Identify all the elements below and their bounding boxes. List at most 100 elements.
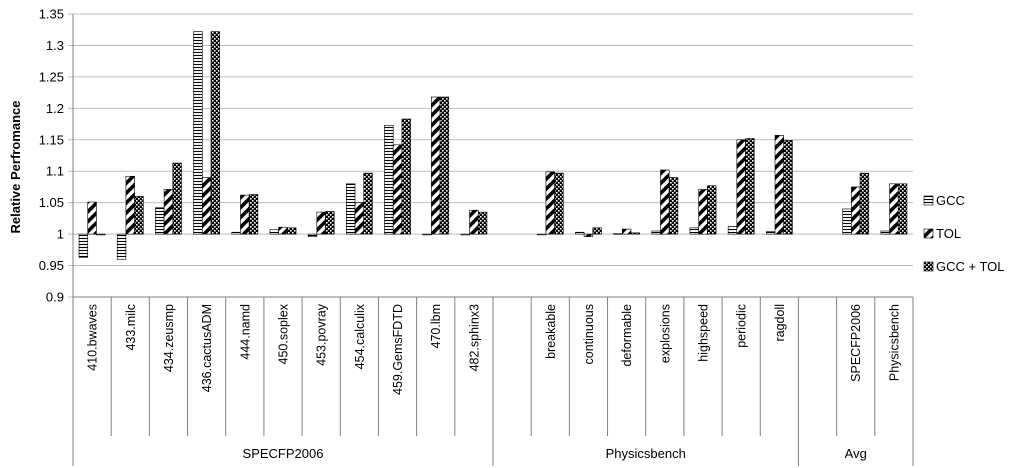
x-category-label: periodic (735, 304, 749, 348)
x-category-label: 433.milc (124, 304, 138, 351)
bar-dots (134, 196, 144, 235)
y-tick-label: 0.9 (46, 290, 64, 305)
bar-diagonal (125, 175, 135, 235)
bar-diagonal (316, 211, 326, 235)
bar-horizontal (536, 233, 547, 236)
legend-swatch (923, 228, 934, 239)
bar-horizontal (422, 233, 432, 236)
bar-horizontal (231, 231, 241, 235)
x-category-label: ragdoll (773, 304, 787, 342)
bar-horizontal (460, 233, 470, 236)
bar-diagonal (889, 183, 899, 235)
bar-dots (707, 185, 717, 235)
bar-horizontal (307, 233, 318, 237)
bar-dots (363, 172, 373, 235)
x-category-label: 436.cactusADM (200, 304, 214, 392)
bar-dots (859, 172, 870, 235)
bar-dots (248, 194, 259, 235)
bar-dots (210, 31, 220, 235)
y-axis-label: Relative Perfromance (8, 101, 23, 234)
bar-diagonal (163, 189, 174, 235)
y-tick-label: 1 (57, 227, 64, 242)
bar-dots (172, 162, 182, 235)
bar-diagonal (621, 228, 632, 235)
y-tick-label: 1.15 (39, 132, 64, 147)
x-category-label: 453.povray (315, 303, 329, 366)
bar-diagonal (774, 135, 785, 235)
x-category-label: 454.calculix (353, 303, 367, 369)
legend-label: TOL (936, 226, 961, 241)
bar-horizontal (193, 31, 203, 235)
x-category-label: explosions (658, 304, 672, 363)
y-tick-label: 0.95 (39, 258, 64, 273)
bar-diagonal (660, 169, 670, 235)
x-group-label: Avg (845, 446, 867, 461)
y-tick-label: 1.35 (39, 7, 64, 22)
legend-swatch (923, 195, 934, 206)
y-axis-ticks: 0.9 0.95 1 1.05 1.1 1.15 1.2 1.25 1.3 1.35 (39, 7, 64, 305)
bar-diagonal (354, 202, 365, 235)
bar-horizontal (155, 207, 165, 235)
legend-swatch (923, 261, 934, 272)
bar-dots (401, 118, 411, 235)
bar-diagonal (545, 171, 555, 235)
bar-diagonal (851, 186, 861, 235)
bar-dots (897, 183, 908, 235)
y-tick-label: 1.05 (39, 195, 64, 210)
bar-diagonal (392, 144, 403, 235)
bar-horizontal (880, 230, 890, 235)
bar-horizontal (384, 125, 394, 235)
x-category-label: SPECFP2006 (849, 304, 863, 382)
bar-horizontal (651, 230, 661, 235)
x-category-label: 470.lbm (429, 304, 443, 348)
bar-horizontal (78, 233, 89, 258)
x-category-label: 444.namd (238, 304, 252, 360)
y-tick-label: 1.1 (46, 164, 64, 179)
bar-dots (783, 140, 793, 235)
bar-diagonal (201, 177, 212, 235)
bar-diagonal (278, 226, 288, 235)
bar-dots (96, 233, 106, 236)
x-category-label: 482.sphinx3 (467, 304, 481, 371)
x-category-labels: 410.bwaves 433.milc 434.zeusmp 436.cactusAD… (86, 303, 902, 395)
bar-horizontal (116, 233, 127, 260)
x-category-label: highspeed (697, 304, 711, 362)
bar-dots (630, 232, 640, 235)
bar-horizontal (689, 227, 699, 235)
bar-diagonal (698, 189, 708, 235)
x-category-label: Physicsbench (887, 304, 901, 381)
x-category-label: 434.zeusmp (162, 304, 176, 372)
x-group-label: SPECFP2006 (243, 446, 324, 461)
bar-dots (554, 172, 564, 235)
bar-horizontal (842, 208, 852, 235)
x-axis (72, 14, 914, 466)
bar-diagonal (469, 209, 479, 235)
x-category-label: breakable (544, 304, 558, 359)
bar-dots (668, 177, 679, 235)
y-tick-label: 1.2 (46, 101, 64, 116)
bar-dots (477, 211, 488, 235)
bar-dots (287, 227, 297, 235)
bar-dots (592, 227, 602, 235)
x-category-label: 450.soplex (277, 303, 291, 364)
x-category-label: deformable (620, 304, 634, 367)
x-category-label: continuous (582, 304, 596, 364)
x-group-labels: SPECFP2006 Physicsbench Avg (243, 446, 867, 461)
y-tick-label: 1.3 (46, 38, 64, 53)
legend: GCC TOL GCC + TOL (923, 193, 1005, 274)
bar-diagonal (87, 201, 97, 235)
y-tick-label: 1.25 (39, 69, 64, 84)
bar-horizontal (269, 229, 279, 235)
x-category-label: 410.bwaves (86, 304, 100, 371)
bar-dots (325, 211, 335, 235)
bar-horizontal (575, 231, 585, 235)
x-group-label: Physicsbench (606, 446, 686, 461)
bar-diagonal (240, 194, 250, 235)
x-category-label: 459.GemsFDTD (391, 304, 405, 395)
bar-horizontal (613, 233, 623, 235)
bar-horizontal (766, 231, 776, 235)
bar-dots (439, 96, 450, 235)
bars (78, 31, 908, 260)
